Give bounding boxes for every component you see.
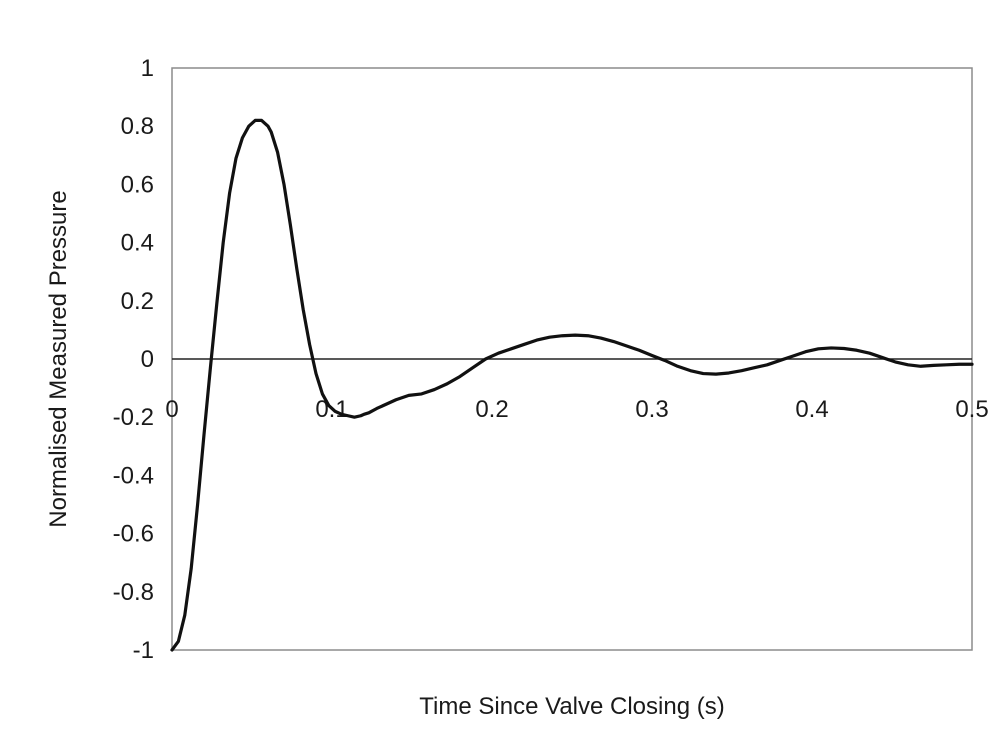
x-tick-label: 0.2 xyxy=(475,396,508,423)
y-tick-label: -0.8 xyxy=(113,579,154,606)
y-axis-title: Normalised Measured Pressure xyxy=(45,190,72,527)
y-tick-label: 0.4 xyxy=(121,230,154,257)
y-tick-label: 0.2 xyxy=(121,288,154,315)
y-tick-label: -1 xyxy=(133,637,154,664)
series-line xyxy=(170,118,974,652)
x-tick-label: 0.4 xyxy=(795,396,828,423)
x-axis-title: Time Since Valve Closing (s) xyxy=(419,693,724,720)
x-tick-label: 0.3 xyxy=(635,396,668,423)
y-tick-label: -0.4 xyxy=(113,462,154,489)
x-tick-labels: 0 0.1 0.2 0.3 0.4 0.5 xyxy=(165,396,988,423)
y-tick-label: -0.6 xyxy=(113,521,154,548)
y-tick-label: 0.8 xyxy=(121,113,154,140)
x-tick-label: 0.5 xyxy=(955,396,988,423)
x-tick-label: 0 xyxy=(165,396,178,423)
y-tick-labels: 1 0.8 0.6 0.4 0.2 0 -0.2 -0.4 -0.6 -0.8 -1 xyxy=(113,55,154,664)
y-tick-label: -0.2 xyxy=(113,404,154,431)
y-tick-label: 0.6 xyxy=(121,171,154,198)
y-tick-label: 0 xyxy=(141,346,154,373)
y-tick-label: 1 xyxy=(141,55,154,82)
